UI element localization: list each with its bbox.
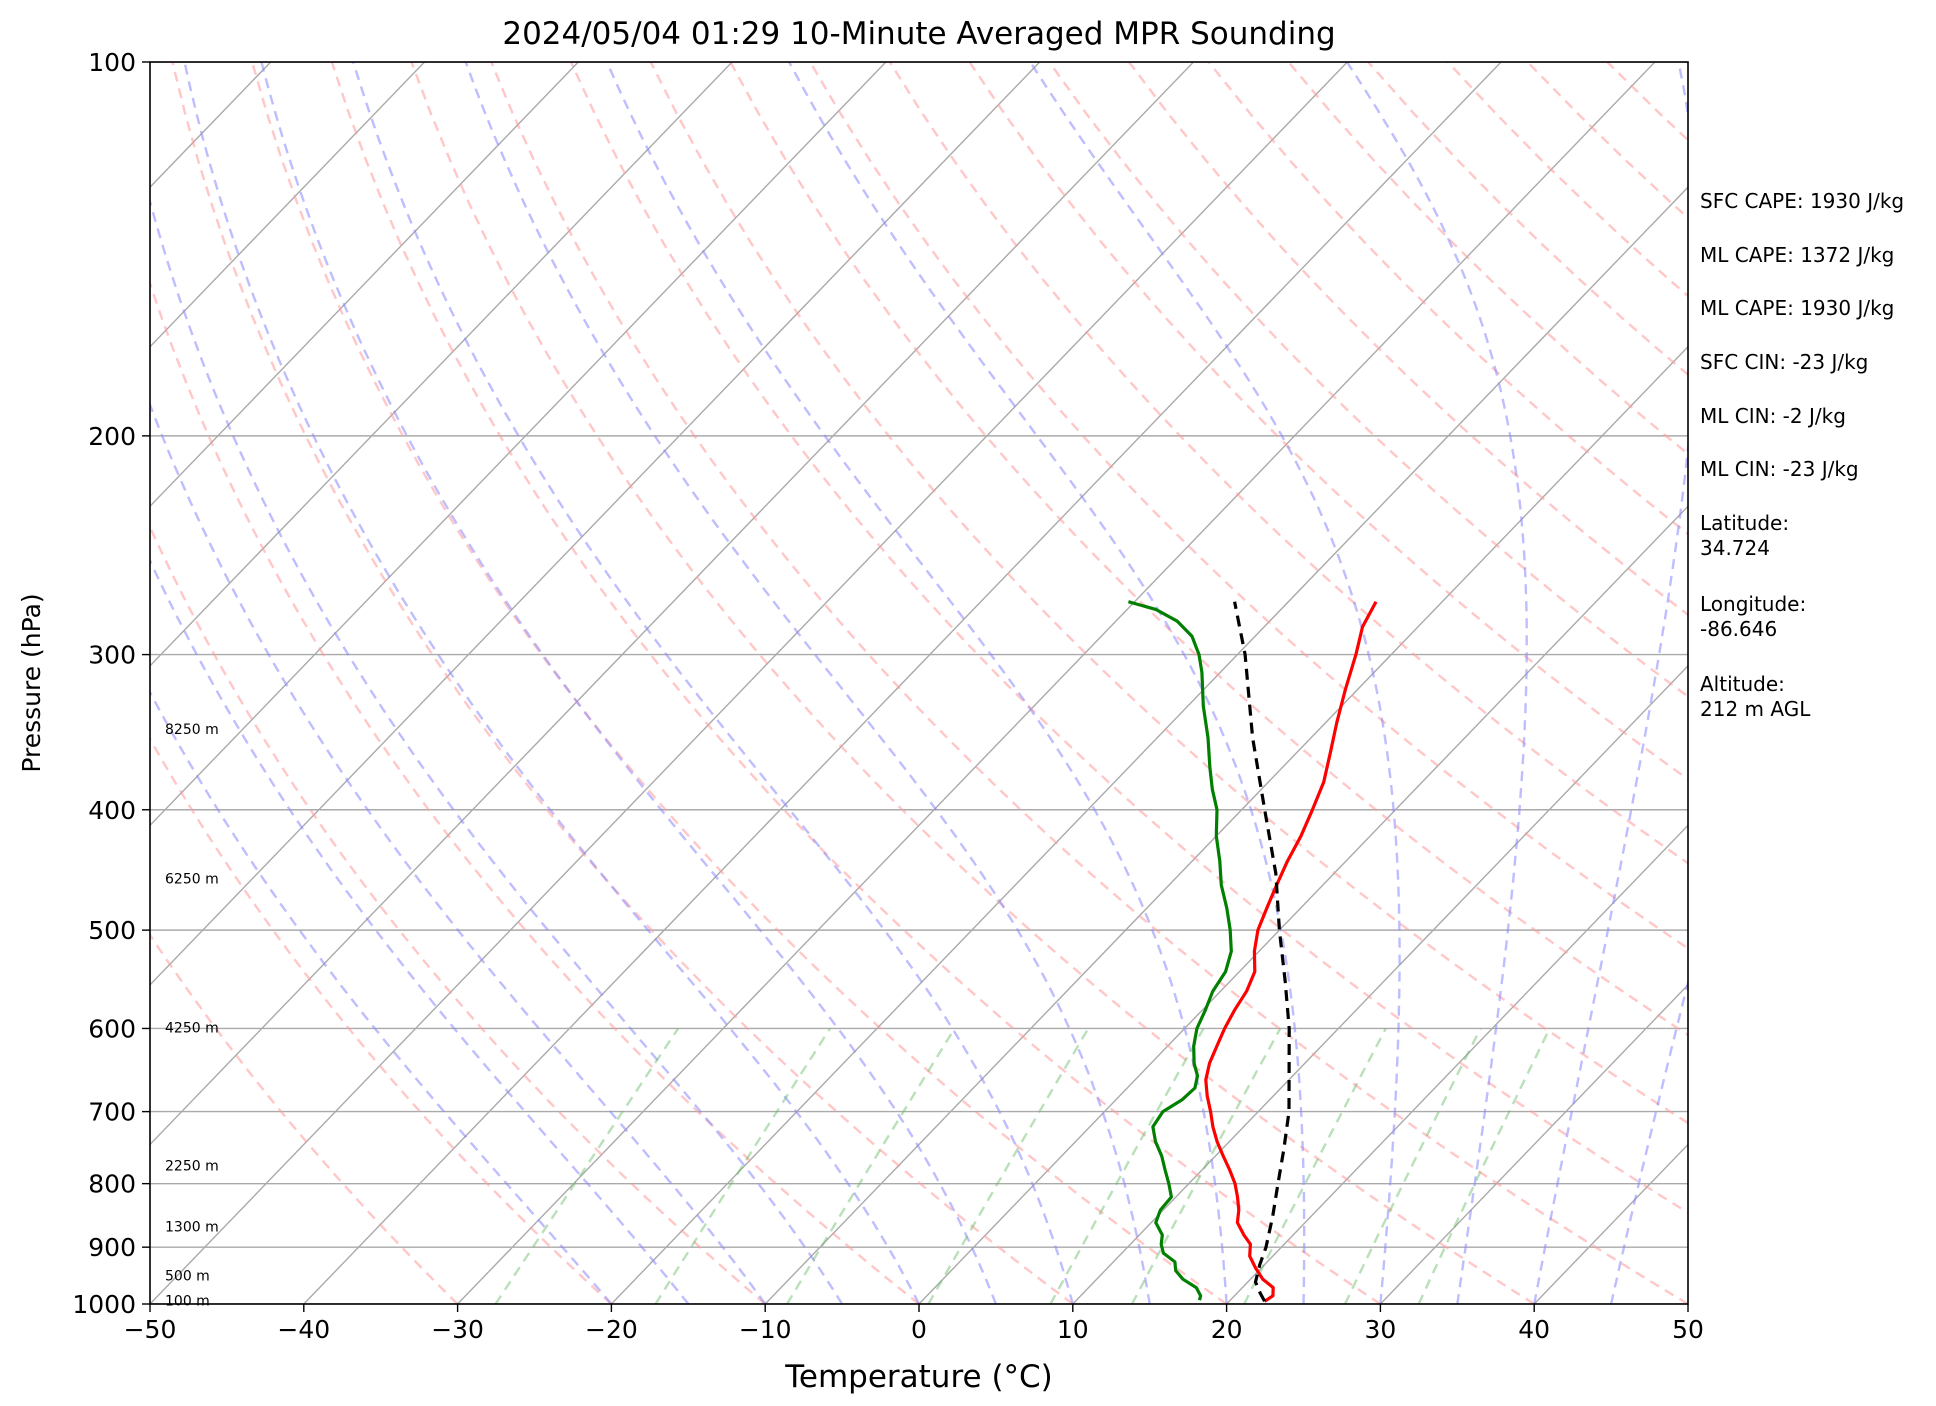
x-tick-label: −40: [277, 1315, 330, 1344]
y-tick-label: 800: [88, 1170, 136, 1199]
dry-adiabat: [888, 62, 1688, 865]
isotherm-line: [150, 62, 1041, 986]
temperature-profile: [1204, 600, 1378, 1303]
x-tick-label: −50: [124, 1315, 177, 1344]
stat-sfc-cape: SFC CAPE: 1930 J/kg: [1700, 189, 1905, 213]
stat-altitude: Altitude: 212 m AGL: [1700, 672, 1811, 721]
height-label: 1300 m: [165, 1220, 219, 1236]
isotherm-line: [457, 62, 1656, 1304]
height-label: 8250 m: [165, 722, 219, 738]
y-tick-label: 600: [88, 1014, 136, 1043]
isotherm-line: [918, 505, 1688, 1304]
height-label: 6250 m: [165, 871, 219, 887]
moist-adiabat: [788, 62, 1306, 1304]
parcel-path: [1233, 601, 1291, 1303]
y-tick-label: 700: [88, 1098, 136, 1127]
y-tick-label: 900: [88, 1233, 136, 1262]
height-label: 100 m: [165, 1293, 210, 1309]
mixing-ratio-line: [1049, 1027, 1205, 1304]
moist-adiabat: [605, 62, 1228, 1304]
x-tick-label: 40: [1518, 1315, 1550, 1344]
moist-adiabat: [183, 62, 921, 1304]
dry-adiabat: [171, 62, 1074, 1304]
isotherm-line: [150, 62, 579, 508]
x-tick-label: 50: [1672, 1315, 1704, 1344]
moist-adiabat: [352, 62, 1074, 1304]
x-tick-label: −20: [585, 1315, 638, 1344]
dry-adiabat: [410, 62, 1535, 1304]
mixing-ratio-line: [494, 1027, 680, 1304]
y-axis-label: Pressure (hPa): [17, 593, 46, 772]
x-tick-label: −30: [431, 1315, 484, 1344]
mixing-ratio-line: [1243, 1027, 1387, 1304]
y-tick-label: 300: [88, 641, 136, 670]
y-tick-label: 500: [88, 916, 136, 945]
dry-adiabat: [150, 932, 459, 1304]
height-label: 4250 m: [165, 1020, 219, 1036]
mixing-ratio-line: [654, 1027, 832, 1304]
isotherm-line: [150, 62, 1348, 1304]
isotherm-line: [150, 62, 733, 667]
y-tick-label: 1000: [72, 1290, 136, 1319]
isotherm-line: [150, 62, 887, 827]
chart-title: 2024/05/04 01:29 10-Minute Averaged MPR …: [502, 16, 1335, 52]
moist-adiabat: [260, 62, 998, 1304]
moist-adiabat: [1029, 62, 1401, 1304]
x-tick-label: 0: [911, 1315, 927, 1344]
isotherm-line: [1379, 983, 1688, 1304]
x-tick-label: 10: [1057, 1315, 1089, 1344]
stat-longitude: Longitude: -86.646: [1700, 592, 1807, 641]
moist-adiabat: [1609, 977, 1688, 1304]
stat-ml-cape-2: ML CAPE: 1930 J/kg: [1700, 296, 1895, 320]
x-tick-label: 30: [1364, 1315, 1396, 1344]
moist-adiabat: [150, 401, 767, 1304]
dry-adiabat: [150, 736, 613, 1304]
mixing-ratio-line: [1417, 1027, 1551, 1304]
dry-adiabat: [250, 62, 1228, 1304]
x-axis-label: Temperature (°C): [784, 1359, 1053, 1395]
isotherm-line: [303, 62, 1502, 1304]
isotherm-line: [610, 186, 1688, 1304]
isotherm-line: [150, 62, 1194, 1146]
dry-adiabat: [1048, 62, 1688, 698]
moist-adiabat: [150, 197, 844, 1304]
moist-adiabat: [1533, 62, 1688, 1304]
moist-adiabat: [1345, 62, 1528, 1304]
stat-latitude: Latitude: 34.724: [1700, 511, 1790, 560]
mixing-ratio-line: [1343, 1027, 1482, 1304]
dry-adiabat: [330, 62, 1382, 1304]
mixing-ratio-line: [785, 1027, 956, 1304]
height-label: 2250 m: [165, 1159, 219, 1175]
stat-ml-cin-2: ML CIN: -23 J/kg: [1700, 457, 1859, 481]
stat-ml-cape: ML CAPE: 1372 J/kg: [1700, 243, 1895, 267]
height-label: 500 m: [165, 1268, 210, 1284]
stat-sfc-cin: SFC CIN: -23 J/kg: [1700, 350, 1869, 374]
moist-adiabat: [464, 62, 1151, 1304]
x-tick-label: 20: [1211, 1315, 1243, 1344]
isotherm-line: [764, 345, 1688, 1304]
isotherm-line: [1226, 824, 1688, 1304]
isotherm-line: [150, 62, 425, 348]
x-tick-label: −10: [739, 1315, 792, 1344]
mixing-ratio-line: [927, 1027, 1090, 1304]
y-tick-label: 200: [88, 422, 136, 451]
dewpoint-profile: [1127, 600, 1233, 1301]
y-tick-label: 100: [88, 48, 136, 77]
dry-adiabat: [729, 62, 1688, 1037]
y-tick-label: 400: [88, 796, 136, 825]
dry-adiabat: [150, 279, 920, 1304]
mixing-ratio-line: [1131, 1027, 1282, 1304]
stat-ml-cin: ML CIN: -2 J/kg: [1700, 404, 1846, 428]
